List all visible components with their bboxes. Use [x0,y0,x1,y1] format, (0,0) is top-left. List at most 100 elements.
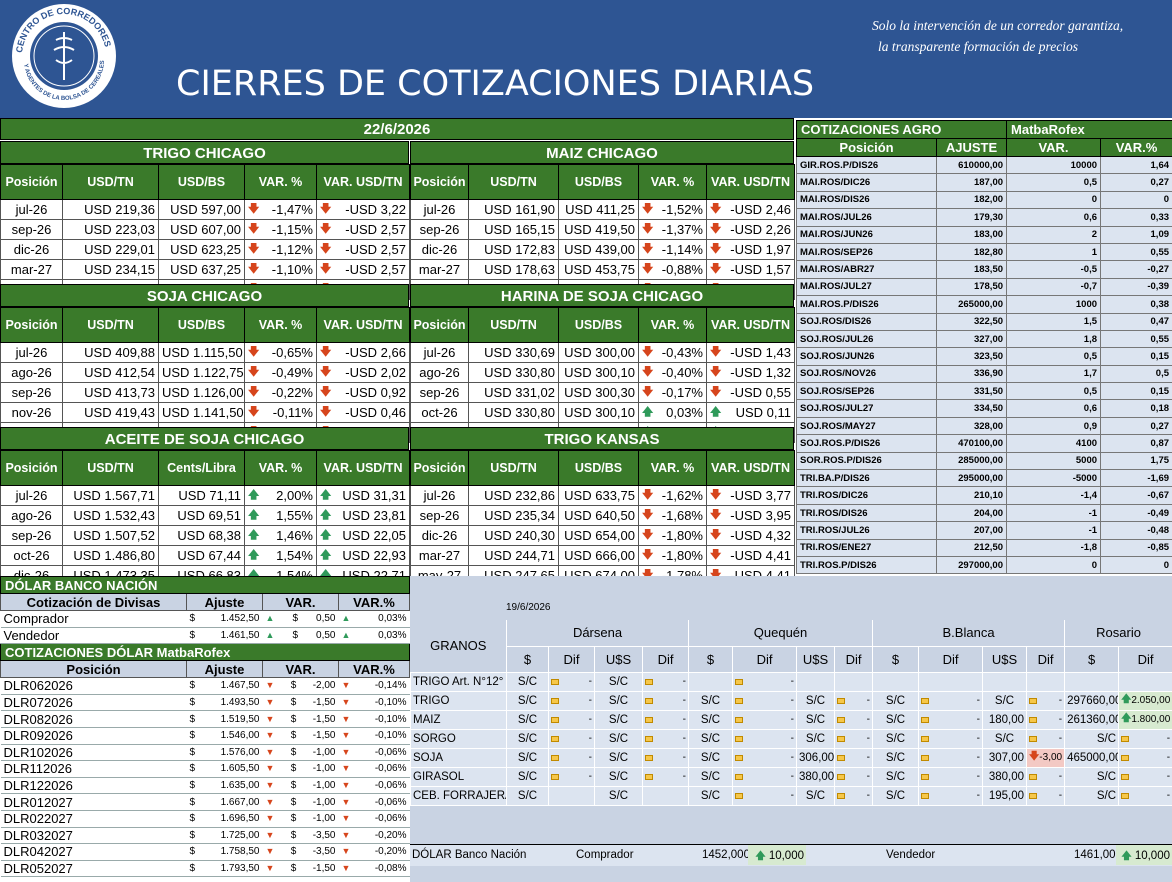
agro-var: 10000 [1006,155,1102,175]
grain-price: S/C [872,690,920,711]
dolar-row: DLR082026 $1.519,50 ▼ $ -1,50 ▼ -0,10% [0,710,410,728]
agro-row: SOJ.ROS/MAY27 328,00 0,9 0,27 [796,416,1172,436]
market-aceite-soja-chicago: ACEITE DE SOJA CHICAGO Posición USD/TN Cent… [0,427,410,586]
neutral-marker-icon [1121,792,1130,799]
grain-diff: - [790,771,795,782]
agro-title: COTIZACIONES AGRO [795,120,1008,139]
var-pct: -1,68% [661,508,703,523]
page-title: CIERRES DE COTIZACIONES DIARIAS [176,64,815,104]
agro-ajuste: 179,30 [935,208,1008,227]
dolar-var: -2,00 [312,680,336,692]
triangle-down-icon: ▼ [341,713,351,724]
agro-var: -0,7 [1006,277,1102,297]
header-banner: CENTRO DE CORREDORES Y AGENTES DE LA BOL… [0,0,1172,118]
grain-diff: - [682,676,687,687]
var-pct: 1,46% [276,528,313,543]
triangle-down-icon: ▼ [341,813,351,824]
price-usd-tn: USD 244,71 [468,545,559,566]
var-pct-cell: 🡇 -0,11% [244,402,317,423]
dolar-var-pct-cell: ▼ -0,06% [338,810,410,828]
grain-price: S/C [688,690,734,711]
grain-diff: - [866,752,871,763]
var-usd-cell: 🡇 -USD 2,46 [706,199,795,220]
grain-diff: - [1166,752,1171,763]
var-pct-cell: 🡇 -1,15% [244,219,317,240]
arrow-down-icon: 🡇 [1029,751,1040,762]
dolar-var-cell: ▲ $0,50 [262,627,339,645]
market-maiz-chicago: MAIZ CHICAGO Posición USD/TN USD/BS VAR. % VA… [410,141,795,300]
grain-diff-cell: - [641,728,690,749]
grain-price: S/C [594,785,643,806]
var-pct: -1,14% [661,242,703,257]
granos-subcol-header: U$S [982,646,1028,673]
position-cell: sep-26 [410,505,469,526]
var-usd-cell: 🡅 USD 22,93 [316,545,410,566]
granos-date: 19/6/2026 [506,602,551,613]
dolar-var-pct: -0,14% [374,680,407,692]
arrow-down-icon: 🡇 [710,509,722,521]
agro-ajuste: 322,50 [935,312,1008,331]
price-usd-bs: USD 1.122,75 [158,362,245,383]
var-pct-cell: 🡇 -1,68% [638,505,707,526]
currency-symbol: $ [189,863,196,875]
price-usd-tn: USD 412,54 [62,362,159,383]
granos-subcol-header: Dif [1118,646,1172,673]
position-cell: jul-26 [0,342,63,363]
var-pct-cell: 🡇 -1,14% [638,239,707,260]
position-cell: dic-26 [410,239,469,260]
dolar-var-pct: 0,03% [378,629,407,641]
grain-diff: - [588,752,592,763]
var-usd-cell: 🡅 USD 23,81 [316,505,410,526]
dolar-position: DLR022027 [0,810,187,828]
position-cell: jul-26 [0,485,63,506]
currency-symbol: $ [189,846,196,858]
agro-row: TRI.ROS/DIS26 204,00 -1 -0,49 [796,503,1172,523]
grain-price: 380,00 [796,766,836,787]
grain-price: S/C [594,709,643,730]
position-cell: sep-26 [0,382,63,403]
grain-diff-cell: - [834,766,874,787]
market-col-header: VAR. % [244,450,317,486]
var-pct-cell: 🡅 1,55% [244,505,317,526]
currency-symbol: $ [189,680,196,692]
arrow-up-icon: 🡅 [248,509,260,521]
triangle-down-icon: ▼ [341,796,351,807]
var-usd: -USD 0,55 [730,385,791,400]
var-pct-cell: 🡅 1,46% [244,525,317,546]
arrow-down-icon: 🡇 [320,406,332,418]
granos-dolar-bna-row: DÓLAR Banco Nación Comprador 1452,000 🡅 … [410,844,1172,866]
dolar-var: -1,00 [312,813,336,825]
grain-diff: - [866,714,871,725]
dolar-ajuste-cell: $1.758,50 [186,843,263,861]
price-usd-bs: USD 654,00 [558,525,639,546]
agro-var-pct: 0,55 [1100,329,1172,349]
var-usd: -USD 0,46 [345,405,406,420]
price-usd-tn: USD 330,80 [468,362,559,383]
agro-position: SOJ.ROS/SEP26 [796,382,937,401]
market-col-header: VAR. USD/TN [706,164,795,200]
currency-symbol: $ [290,730,297,742]
dolar-row: DLR042027 $1.758,50 ▼ $ -3,50 ▼ -0,20% [0,843,410,861]
grain-diff: - [588,733,592,744]
var-pct: -0,40% [661,365,703,380]
grain-diff: 2.050,00 [1131,695,1171,706]
agro-ajuste: 182,80 [935,242,1008,262]
granos-subcol-header: Dif [732,646,798,673]
agro-var-pct: 0,47 [1100,312,1172,331]
arrow-up-icon: 🡅 [248,489,260,501]
grain-diff-cell: - [1118,728,1172,749]
grain-price: S/C [506,766,549,787]
grain-diff: - [790,695,795,706]
dolar-ajuste-cell: $1.467,50 [186,677,263,695]
granos-prices-panel: 19/6/2026 GRANOS Dársena Quequén B.Blanca Ro… [410,576,1172,882]
dolar-position: Vendedor [0,627,187,645]
agro-row: SOJ.ROS/SEP26 331,50 0,5 0,15 [796,382,1172,401]
agro-position: SOJ.ROS/NOV26 [796,364,937,384]
slogan-line-2: la transparente formación de precios [878,39,1078,54]
var-pct-cell: 🡇 -0,40% [638,362,707,383]
slogan-line-1: Solo la intervención de un corredor gara… [872,18,1124,33]
arrow-down-icon: 🡇 [710,366,722,378]
dolar-var: -1,50 [312,713,336,725]
dolar-var: -1,50 [312,730,336,742]
dolar-var-pct: -0,10% [374,713,407,725]
